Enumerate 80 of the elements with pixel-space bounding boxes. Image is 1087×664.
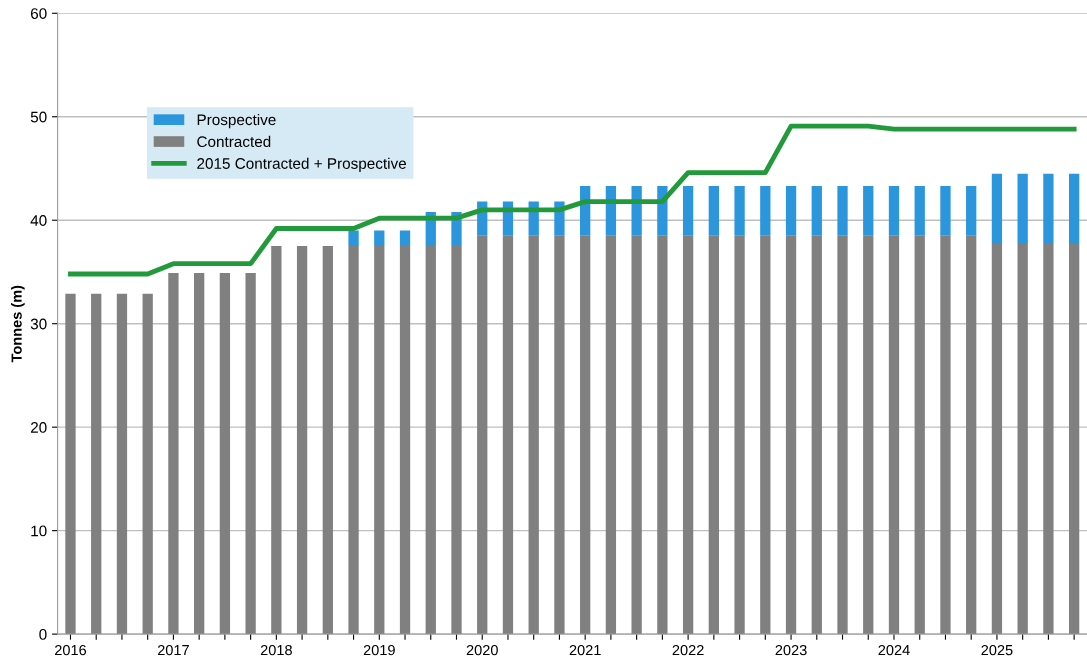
bar xyxy=(580,235,591,635)
bar xyxy=(940,186,951,236)
bar xyxy=(245,273,256,635)
x-tick-label: 2018 xyxy=(260,644,292,656)
bar xyxy=(682,186,694,236)
bar xyxy=(477,235,488,635)
bar xyxy=(837,235,848,635)
x-tick-label: 2022 xyxy=(672,644,704,656)
bar xyxy=(605,235,617,635)
bar xyxy=(65,293,76,635)
legend-label: 2015 Contracted + Prospective xyxy=(197,157,407,172)
bar xyxy=(1017,173,1028,245)
bar xyxy=(991,244,1003,635)
bar xyxy=(348,246,359,635)
bar xyxy=(760,235,771,635)
bar xyxy=(271,246,282,635)
bar xyxy=(708,235,719,635)
bar xyxy=(1068,173,1080,245)
bar xyxy=(837,186,848,236)
bar xyxy=(708,186,719,236)
bar xyxy=(1043,173,1054,245)
x-tick-label: 2025 xyxy=(981,644,1013,656)
x-tick-label: 2019 xyxy=(363,644,395,656)
bar xyxy=(554,235,565,635)
bar xyxy=(966,186,977,236)
legend-label: Prospective xyxy=(197,113,276,129)
bar xyxy=(374,246,385,635)
bar xyxy=(1068,244,1080,635)
bar xyxy=(219,273,231,635)
y-tick-label: 40 xyxy=(30,215,47,226)
bar xyxy=(451,246,462,635)
bar xyxy=(888,186,900,236)
x-tick-label: 2024 xyxy=(878,644,910,656)
x-tick-label: 2023 xyxy=(775,644,807,656)
bar xyxy=(914,186,925,236)
x-tick-label: 2016 xyxy=(54,644,87,656)
bar xyxy=(863,186,874,236)
bar xyxy=(734,235,745,635)
bar xyxy=(322,246,333,635)
bar xyxy=(888,235,900,635)
y-tick-label: 10 xyxy=(31,525,47,537)
bar xyxy=(91,293,102,635)
bar xyxy=(785,235,797,635)
bar xyxy=(657,235,668,635)
bar xyxy=(142,293,153,635)
bar xyxy=(348,230,359,247)
y-tick-label: 20 xyxy=(30,422,47,433)
bar xyxy=(374,230,385,247)
bar xyxy=(863,235,874,635)
y-tick-label: 30 xyxy=(30,318,47,330)
y-axis-title: Tonnes (m) xyxy=(11,285,25,363)
x-tick-label: 2020 xyxy=(466,644,498,656)
bar xyxy=(914,235,925,635)
bar xyxy=(296,246,308,635)
bar xyxy=(528,235,539,635)
bar xyxy=(399,230,411,247)
bar xyxy=(1043,244,1054,635)
bar xyxy=(940,235,951,635)
bar xyxy=(399,246,411,635)
y-tick-label: 0 xyxy=(39,628,47,640)
y-tick-label: 50 xyxy=(30,111,47,123)
bar xyxy=(425,246,436,635)
bar xyxy=(991,173,1003,245)
y-tick-label: 60 xyxy=(30,8,47,19)
bar xyxy=(682,235,694,635)
bar xyxy=(734,186,745,236)
x-tick-label: 2021 xyxy=(569,644,601,656)
bar xyxy=(785,186,797,236)
bar xyxy=(194,273,205,635)
bar xyxy=(811,235,822,635)
bar xyxy=(760,186,771,236)
x-tick-label: 2017 xyxy=(157,644,189,656)
bar xyxy=(116,293,128,635)
legend-label: Contracted xyxy=(197,135,271,148)
bar xyxy=(631,235,642,635)
bar xyxy=(966,235,977,635)
bar xyxy=(502,235,514,635)
bar xyxy=(168,273,179,635)
bar xyxy=(1017,244,1028,635)
bar xyxy=(811,186,822,236)
